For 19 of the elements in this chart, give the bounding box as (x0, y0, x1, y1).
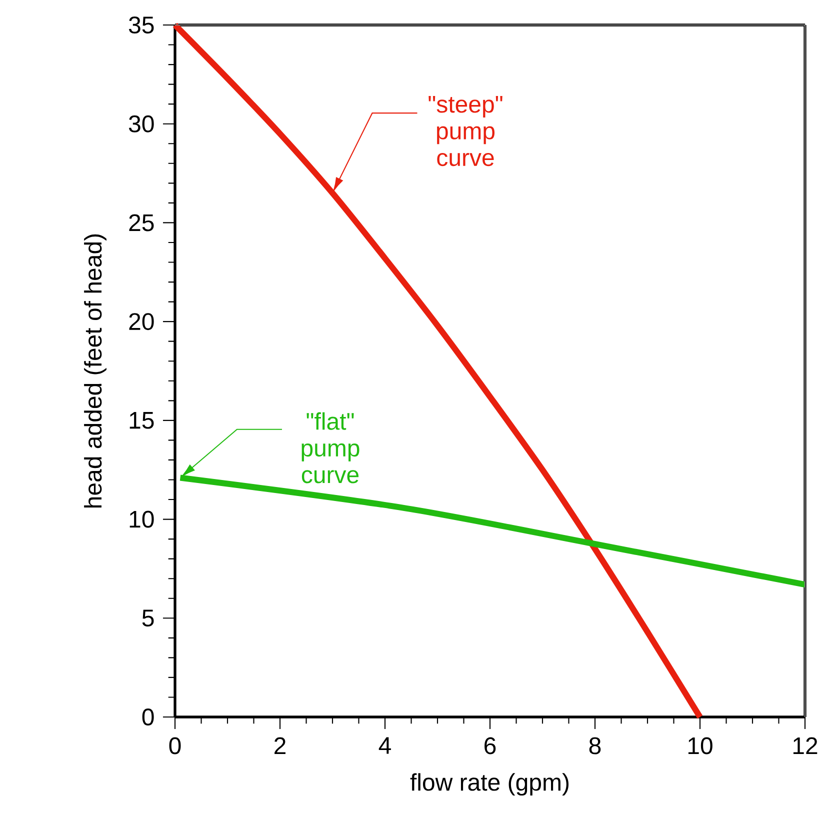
x-tick-label: 12 (793, 737, 818, 754)
y-tick-label: 20 (129, 313, 154, 330)
y-tick-label: 15 (130, 412, 154, 429)
x-tick-label: 8 (589, 737, 601, 754)
x-tick-label: 4 (378, 737, 391, 754)
y-tick-label: 5 (142, 610, 154, 627)
y-tick-label: 10 (130, 510, 154, 528)
x-tick-label: 6 (484, 737, 496, 754)
y-tick-label: 30 (128, 115, 154, 132)
annotation: "flat" pump curve (302, 412, 360, 484)
y-tick-label: 35 (128, 16, 154, 34)
y-tick-label: 0 (142, 708, 154, 726)
y-axis-title: head added (feet of head) (84, 234, 106, 508)
annotation: "steep" pump curve (428, 96, 502, 166)
x-tick-label: 10 (688, 737, 712, 754)
y-tick-label: 25 (129, 214, 154, 232)
x-tick-label: 0 (169, 737, 181, 754)
x-tick-label: 2 (274, 737, 286, 754)
x-axis-title: flow rate (gpm) (410, 773, 568, 796)
